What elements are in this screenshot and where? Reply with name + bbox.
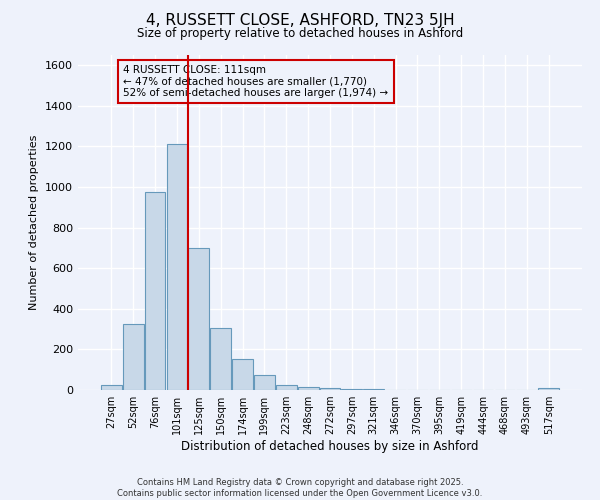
Bar bbox=[364, 389, 384, 390]
Text: 4, RUSSETT CLOSE, ASHFORD, TN23 5JH: 4, RUSSETT CLOSE, ASHFORD, TN23 5JH bbox=[146, 12, 454, 28]
Bar bbox=[123, 324, 143, 390]
Bar bbox=[276, 385, 296, 390]
Text: Size of property relative to detached houses in Ashford: Size of property relative to detached ho… bbox=[137, 28, 463, 40]
Bar bbox=[341, 389, 362, 390]
Bar bbox=[145, 192, 166, 390]
Bar bbox=[101, 385, 122, 390]
Bar bbox=[254, 375, 275, 390]
Bar bbox=[298, 387, 319, 390]
Bar bbox=[232, 358, 253, 390]
Bar bbox=[210, 328, 231, 390]
Y-axis label: Number of detached properties: Number of detached properties bbox=[29, 135, 40, 310]
Bar bbox=[538, 388, 559, 390]
Bar bbox=[320, 388, 340, 390]
Text: Contains HM Land Registry data © Crown copyright and database right 2025.
Contai: Contains HM Land Registry data © Crown c… bbox=[118, 478, 482, 498]
Bar bbox=[188, 248, 209, 390]
Bar bbox=[167, 144, 187, 390]
Text: 4 RUSSETT CLOSE: 111sqm
← 47% of detached houses are smaller (1,770)
52% of semi: 4 RUSSETT CLOSE: 111sqm ← 47% of detache… bbox=[124, 65, 388, 98]
X-axis label: Distribution of detached houses by size in Ashford: Distribution of detached houses by size … bbox=[181, 440, 479, 453]
